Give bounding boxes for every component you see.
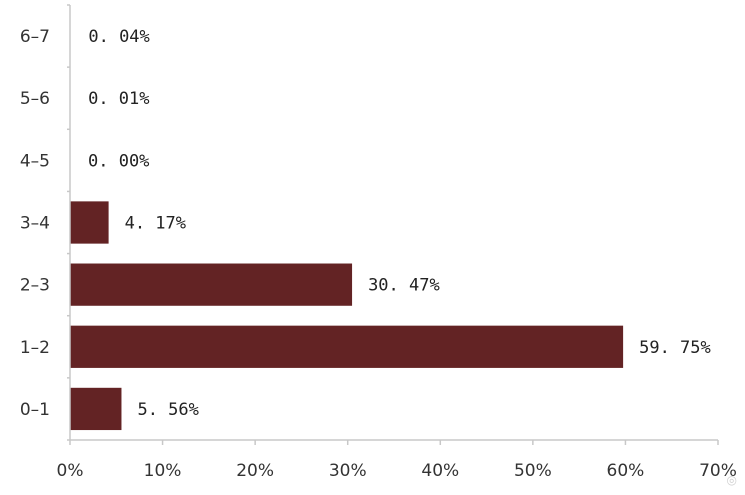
y-tick-label-5-6: 5–6 <box>20 89 50 109</box>
y-tick-labels-group: 0–1 1–2 2–3 3–4 4–5 5–6 6–7 <box>20 27 50 420</box>
y-tick-label-2-3: 2–3 <box>20 276 50 296</box>
y-tick-label-6-7: 6–7 <box>20 27 50 47</box>
bar-1-2 <box>70 325 624 368</box>
x-tick-label-5: 50% <box>514 461 552 481</box>
y-tick-label-4-5: 4–5 <box>20 151 50 171</box>
data-labels-group: 5. 56% 59. 75% 30. 47% 4. 17% 0. 00% 0. 01% 0.… <box>88 27 711 420</box>
bar-2-3 <box>70 263 353 306</box>
x-tick-label-4: 40% <box>421 461 459 481</box>
data-label-5-6: 0. 01% <box>88 89 149 109</box>
data-label-1-2: 59. 75% <box>639 338 711 358</box>
data-label-6-7: 0. 04% <box>88 27 149 47</box>
bar-3-4 <box>70 201 109 244</box>
y-axis <box>67 4 71 441</box>
x-tick-label-6: 60% <box>607 461 645 481</box>
x-tick-label-2: 20% <box>236 461 274 481</box>
x-tick-label-1: 10% <box>144 461 182 481</box>
x-tick-label-7: 70% <box>699 461 737 481</box>
y-tick-label-1-2: 1–2 <box>20 338 50 358</box>
data-label-4-5: 0. 00% <box>88 151 149 171</box>
data-label-0-1: 5. 56% <box>137 400 198 420</box>
x-tick-label-3: 30% <box>329 461 367 481</box>
watermark-logo: ◎ <box>726 473 737 487</box>
x-tick-label-0: 0% <box>57 461 84 481</box>
bars-group <box>70 14 624 431</box>
bar-0-1 <box>70 387 122 431</box>
data-label-2-3: 30. 47% <box>368 276 440 296</box>
y-tick-label-3-4: 3–4 <box>20 214 50 234</box>
data-label-3-4: 4. 17% <box>125 214 186 234</box>
y-tick-label-0-1: 0–1 <box>20 400 50 420</box>
x-axis: 0% 10% 20% 30% 40% 50% 60% 70% <box>57 439 737 481</box>
